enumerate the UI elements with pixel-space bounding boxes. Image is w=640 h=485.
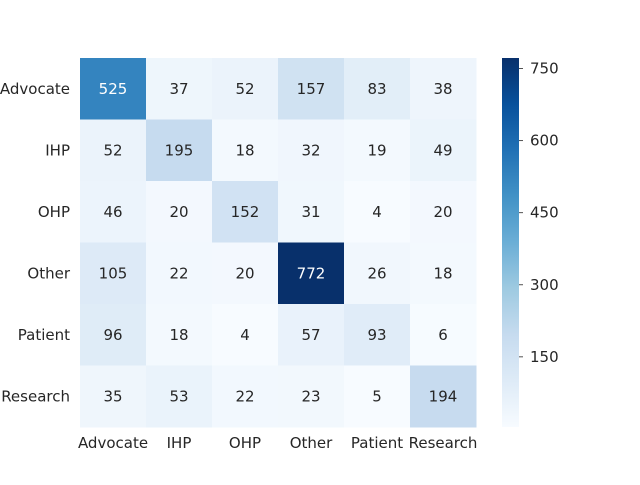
- cell-value-label: 6: [438, 326, 448, 344]
- cell-value-label: 22: [235, 387, 254, 405]
- heatmap-cell: [212, 365, 279, 428]
- heatmap-cell: [212, 58, 279, 120]
- x-tick-label: Advocate: [78, 434, 148, 452]
- heatmap-cell: [80, 365, 147, 428]
- cell-value-label: 93: [367, 326, 386, 344]
- y-tick-label: OHP: [38, 203, 70, 221]
- heatmap-cell: [212, 304, 279, 366]
- cell-value-label: 194: [429, 387, 458, 405]
- cell-value-label: 52: [235, 80, 254, 98]
- cell-value-label: 32: [301, 141, 320, 159]
- cell-value-label: 20: [169, 203, 188, 221]
- colorbar-tick-labels: 150 300 450 600 750: [519, 60, 559, 366]
- cell-value-label: 20: [433, 203, 452, 221]
- cell-value-label: 23: [301, 387, 320, 405]
- y-axis-tick-labels: Advocate IHP OHP Other Patient Research: [0, 80, 71, 406]
- y-tick-label: Other: [27, 264, 70, 282]
- heatmap-cell: [410, 58, 477, 120]
- heatmap-cell: [278, 304, 345, 366]
- heatmap-cell: [410, 365, 477, 428]
- cell-value-label: 4: [240, 326, 250, 344]
- heatmap-cell: [80, 304, 147, 366]
- cell-value-label: 49: [433, 141, 452, 159]
- colorbar-tick-label: 450: [530, 204, 559, 222]
- y-tick-label: Research: [1, 387, 70, 405]
- x-tick-label: OHP: [229, 434, 261, 452]
- heatmap-cell: [410, 242, 477, 305]
- heatmap-cell: [410, 119, 477, 182]
- heatmap-cell: [344, 365, 411, 428]
- cell-value-label: 22: [169, 264, 188, 282]
- heatmap-cell: [278, 365, 345, 428]
- cell-value-label: 105: [99, 264, 128, 282]
- heatmap-cell: [146, 242, 213, 305]
- heatmap-cell: [146, 58, 213, 120]
- cell-value-label: 96: [103, 326, 122, 344]
- x-tick-label: Other: [290, 434, 333, 452]
- x-axis-tick-labels: Advocate IHP OHP Other Patient Research: [78, 434, 477, 452]
- heatmap-cell: [278, 119, 345, 182]
- heatmap-cell: [344, 58, 411, 120]
- colorbar-tick-label: 150: [530, 348, 559, 366]
- heatmap-cell: [344, 242, 411, 305]
- colorbar: [502, 58, 519, 427]
- colorbar-tick-label: 750: [530, 60, 559, 78]
- heatmap-cells: [80, 58, 477, 428]
- colorbar-tick-label: 600: [530, 132, 559, 150]
- y-tick-label: Advocate: [0, 80, 70, 98]
- heatmap-cell: [146, 304, 213, 366]
- x-tick-label: IHP: [167, 434, 192, 452]
- cell-value-label: 31: [301, 203, 320, 221]
- heatmap-cell: [146, 119, 213, 182]
- cell-value-label: 26: [367, 264, 386, 282]
- heatmap-cell: [278, 181, 345, 243]
- heatmap-cell: [410, 181, 477, 243]
- heatmap-cell: [344, 181, 411, 243]
- cell-value-label: 20: [235, 264, 254, 282]
- y-tick-label: IHP: [45, 141, 70, 159]
- cell-value-label: 53: [169, 387, 188, 405]
- heatmap-cell: [80, 119, 147, 182]
- cell-value-label: 5: [372, 387, 382, 405]
- heatmap-cell: [344, 304, 411, 366]
- heatmap-cell: [344, 119, 411, 182]
- cell-value-label: 152: [231, 203, 260, 221]
- heatmap-cell: [80, 181, 147, 243]
- cell-value-label: 18: [169, 326, 188, 344]
- x-tick-label: Research: [409, 434, 478, 452]
- x-tick-label: Patient: [351, 434, 403, 452]
- heatmap-cell: [410, 304, 477, 366]
- colorbar-tick-label: 300: [530, 276, 559, 294]
- cell-value-label: 35: [103, 387, 122, 405]
- cell-value-label: 525: [99, 80, 128, 98]
- cell-value-label: 18: [433, 264, 452, 282]
- heatmap-cell: [146, 181, 213, 243]
- heatmap-cell: [212, 119, 279, 182]
- cell-value-label: 195: [165, 141, 194, 159]
- cell-value-label: 38: [433, 80, 452, 98]
- heatmap-cell: [278, 242, 345, 305]
- cell-value-label: 37: [169, 80, 188, 98]
- heatmap-cell: [80, 58, 147, 120]
- heatmap-cell: [212, 181, 279, 243]
- cell-value-label: 4: [372, 203, 382, 221]
- cell-value-label: 52: [103, 141, 122, 159]
- cell-value-label: 57: [301, 326, 320, 344]
- cell-value-label: 772: [297, 264, 326, 282]
- cell-value-label: 83: [367, 80, 386, 98]
- y-tick-label: Patient: [18, 326, 70, 344]
- heatmap-cell: [212, 242, 279, 305]
- heatmap-cell: [146, 365, 213, 428]
- cell-value-label: 19: [367, 141, 386, 159]
- heatmap-cell: [278, 58, 345, 120]
- cell-value-label: 157: [297, 80, 326, 98]
- cell-value-label: 46: [103, 203, 122, 221]
- heatmap-cell: [80, 242, 147, 305]
- cell-value-label: 18: [235, 141, 254, 159]
